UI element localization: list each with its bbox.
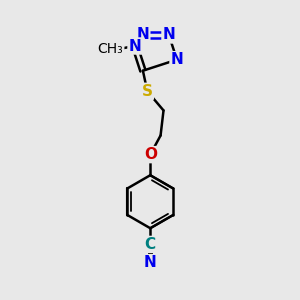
Text: C: C: [145, 237, 156, 252]
Text: N: N: [170, 52, 183, 67]
Text: N: N: [144, 255, 157, 270]
Text: O: O: [144, 147, 157, 162]
Text: N: N: [128, 38, 141, 53]
Text: S: S: [142, 84, 153, 99]
Text: N: N: [163, 28, 175, 43]
Text: N: N: [136, 28, 149, 43]
Text: CH₃: CH₃: [98, 42, 123, 56]
